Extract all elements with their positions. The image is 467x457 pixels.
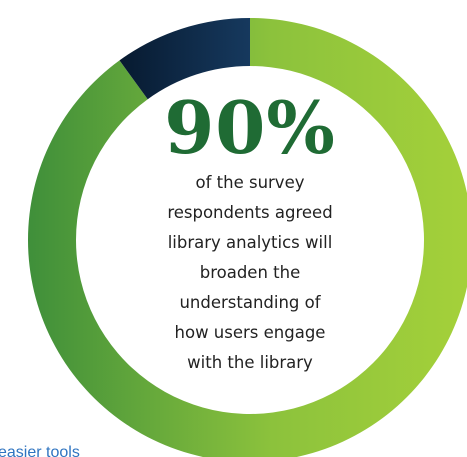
easier-tools-link[interactable]: easier tools (0, 444, 80, 457)
caption-line: library analytics will (167, 233, 333, 252)
caption-line: how users engage (174, 323, 326, 342)
caption-line: broaden the (199, 263, 301, 282)
big-percentage: 90% (164, 85, 336, 170)
center-label: 90% of the survey respondents agreed lib… (120, 88, 380, 378)
caption-line: respondents agreed (167, 203, 333, 222)
donut-slice-other (119, 18, 250, 100)
caption-line: with the library (187, 353, 313, 372)
caption-line: of the survey (195, 173, 305, 192)
caption-line: understanding of (179, 293, 321, 312)
center-caption: of the survey respondents agreed library… (120, 168, 380, 378)
